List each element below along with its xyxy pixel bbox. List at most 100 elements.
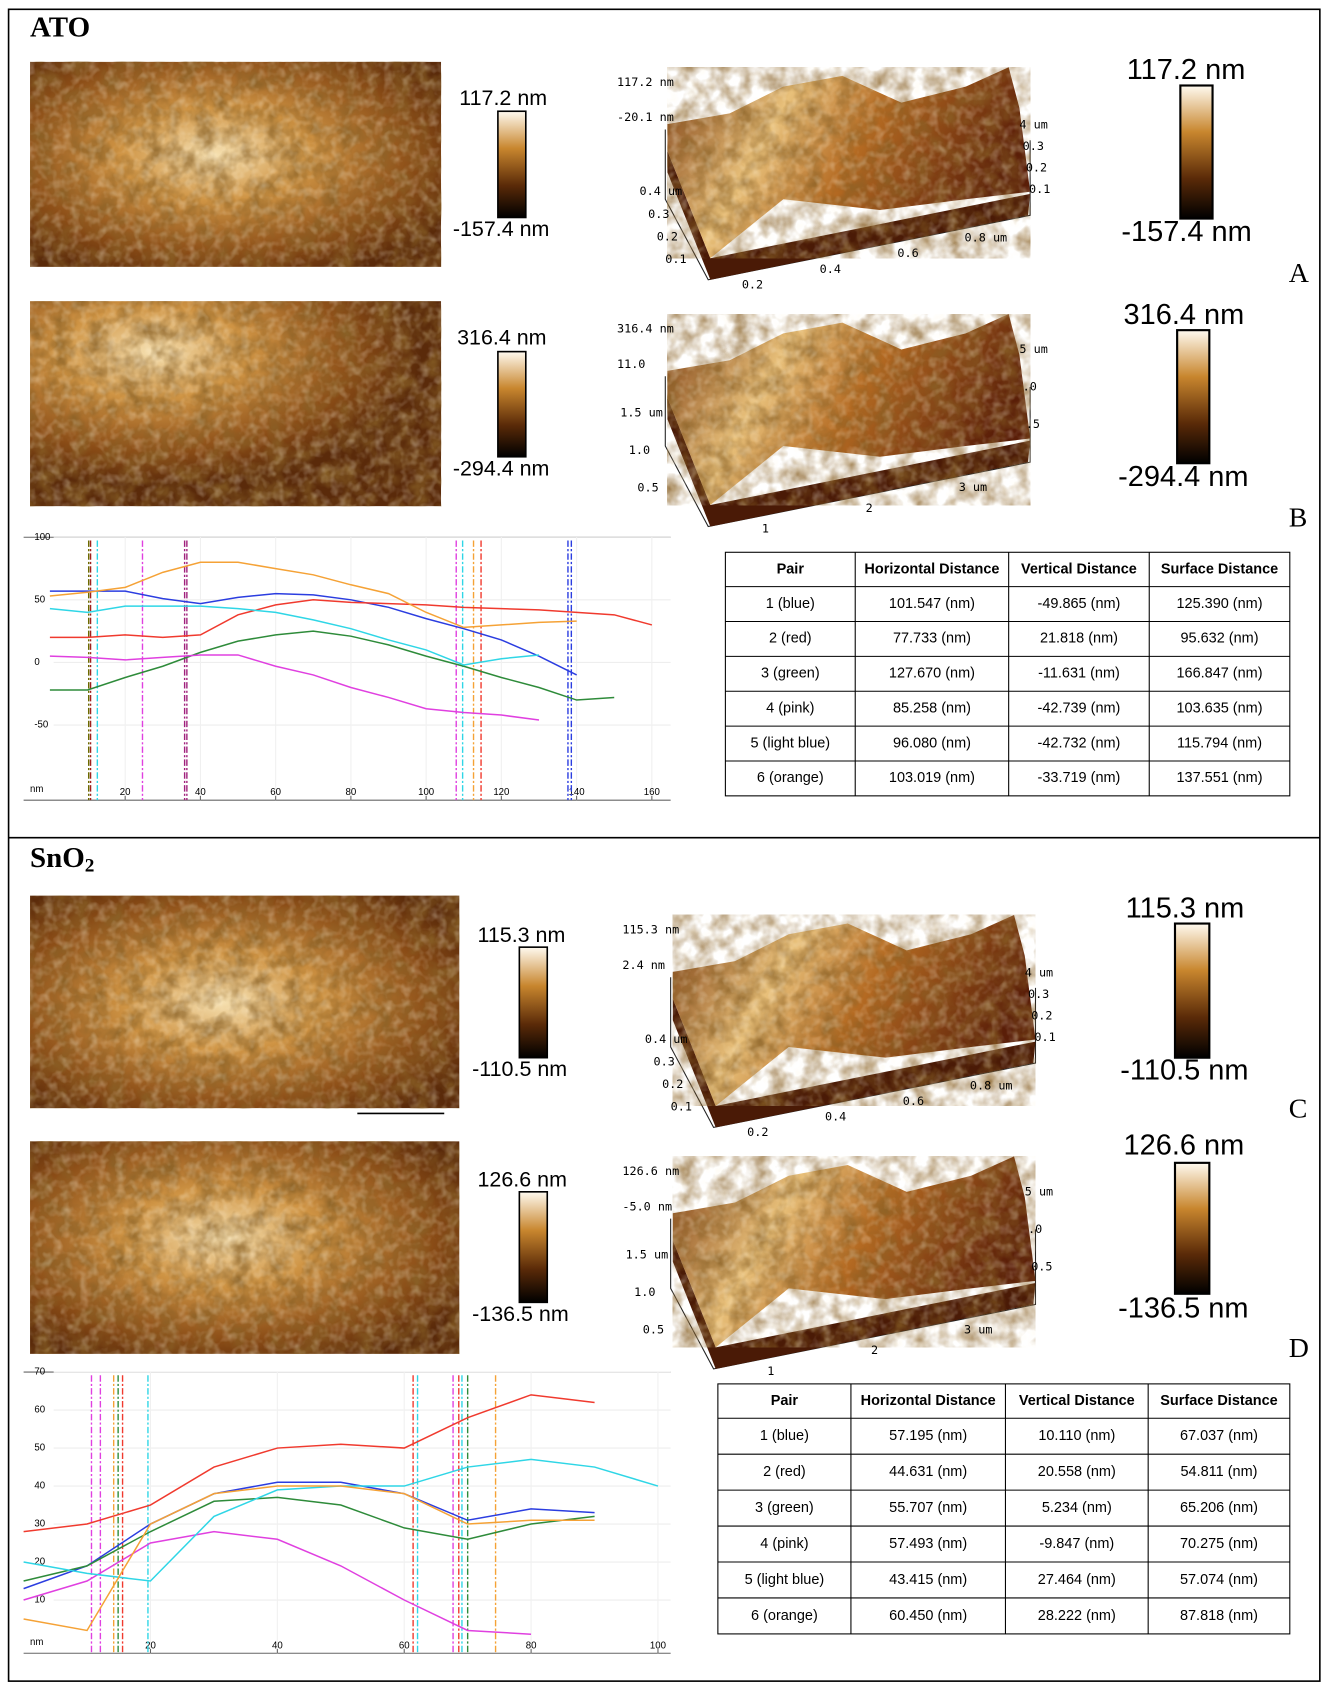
profile-line <box>24 1486 595 1630</box>
table-header-cell: Vertical Distance <box>1019 1393 1135 1409</box>
surface-shine <box>673 915 1036 1106</box>
figure: ATO117.2 nm-157.4 nm117.2 nm-20.1 nm0.4 … <box>0 0 1322 1684</box>
colorbar-min-label: -157.4 nm <box>453 217 550 241</box>
profile-line <box>24 1482 595 1588</box>
x-tick-label: 120 <box>493 787 509 798</box>
afm-height-map <box>30 301 441 506</box>
table-cell: 28.222 (nm) <box>1038 1608 1116 1624</box>
table-cell: 65.206 (nm) <box>1180 1500 1258 1516</box>
surface-x-label: 0.4 <box>825 1109 846 1123</box>
big-colorbar-max-label: 117.2 nm <box>1127 54 1246 86</box>
y-tick-label: 0 <box>34 657 39 668</box>
x-tick-label: 160 <box>644 787 660 798</box>
surface-right-label: .5 <box>1026 417 1040 431</box>
surface-plot: 115.3 nm2.4 nm0.4 um0.30.20.14 um0.30.20… <box>622 915 1055 1139</box>
map-highlights <box>30 301 441 506</box>
surface-plot: 126.6 nm-5.0 nm1.5 um1.00.55 um.00.5123 … <box>622 1156 1053 1377</box>
table-cell: 101.547 (nm) <box>889 596 975 612</box>
table-cell: -42.739 (nm) <box>1038 701 1121 717</box>
table-cell: 44.631 (nm) <box>889 1464 967 1480</box>
surface-right-label: 0.3 <box>1028 987 1049 1001</box>
y-tick-label: 40 <box>34 1481 45 1492</box>
x-tick-label: 20 <box>120 787 131 798</box>
map-highlights <box>30 62 441 267</box>
surface-y-label: 0.5 <box>643 1323 664 1337</box>
y-tick-label: 60 <box>34 1405 45 1416</box>
colorbar <box>498 352 526 457</box>
colorbar-max-label: 117.2 nm <box>459 86 547 110</box>
x-tick-label: 100 <box>650 1640 666 1651</box>
x-tick-label: 100 <box>418 787 434 798</box>
surface-x-label: 1 <box>762 522 769 536</box>
table-cell: 166.847 (nm) <box>1176 666 1262 682</box>
big-colorbar <box>1180 85 1212 218</box>
table-cell: 4 (pink) <box>766 701 814 717</box>
table-cell: 27.464 (nm) <box>1038 1572 1116 1588</box>
surface-z-label: 117.2 nm <box>617 75 674 89</box>
table-header-cell: Vertical Distance <box>1021 561 1137 577</box>
table-cell: 60.450 (nm) <box>889 1608 967 1624</box>
table-cell: -11.631 (nm) <box>1038 666 1120 682</box>
table-cell: 70.275 (nm) <box>1180 1536 1258 1552</box>
surface-z-label: -20.1 nm <box>617 110 674 124</box>
big-colorbar-min-label: -157.4 nm <box>1121 216 1251 248</box>
surface-z-label: 2.4 nm <box>622 958 665 972</box>
x-axis-label: nm <box>30 784 43 795</box>
page: {"panels":[ {"title":"ATO", "rows":[ {"l… <box>0 0 1322 1684</box>
table-header-cell: Surface Distance <box>1160 1393 1277 1409</box>
distance-table: PairHorizontal DistanceVertical Distance… <box>718 1384 1290 1634</box>
table-cell: 85.258 (nm) <box>893 701 971 717</box>
surface-x-label: 1 <box>767 1364 774 1378</box>
surface-right-label: 0.3 <box>1023 139 1044 153</box>
surface-y-label: 0.3 <box>653 1054 674 1068</box>
table-cell: 115.794 (nm) <box>1177 735 1262 751</box>
surface-y-label: 0.5 <box>637 480 658 494</box>
y-tick-label: 100 <box>34 532 50 543</box>
x-tick-label: 60 <box>399 1640 410 1651</box>
panel-title: SnO2 <box>30 842 94 877</box>
surface-right-label: 5 um <box>1025 1184 1053 1198</box>
panel-letter: B <box>1289 502 1308 533</box>
table-cell: 96.080 (nm) <box>893 735 971 751</box>
colorbar-min-label: -136.5 nm <box>472 1302 569 1326</box>
table-cell: 95.632 (nm) <box>1181 631 1259 647</box>
big-colorbar-max-label: 316.4 nm <box>1123 299 1244 331</box>
table-cell: 4 (pink) <box>760 1536 808 1552</box>
x-tick-label: 60 <box>270 787 281 798</box>
surface-z-label: 11.0 <box>617 357 645 371</box>
surface-right-label: 4 um <box>1025 965 1053 979</box>
surface-right-label: 0.5 <box>1031 1259 1052 1273</box>
surface-right-label: 0.1 <box>1029 182 1050 196</box>
panel-letter: C <box>1289 1094 1308 1125</box>
table-cell: 1 (blue) <box>760 1428 809 1444</box>
table-cell: -33.719 (nm) <box>1038 770 1121 786</box>
surface-x-label: 0.6 <box>903 1094 924 1108</box>
surface-right-label: 0.1 <box>1034 1030 1055 1044</box>
surface-z-label: 126.6 nm <box>622 1164 679 1178</box>
afm-height-map <box>30 62 441 267</box>
table-cell: 87.818 (nm) <box>1180 1608 1258 1624</box>
surface-y-label: 0.1 <box>665 252 686 266</box>
afm-height-map <box>30 1141 459 1353</box>
big-colorbar <box>1175 1163 1209 1294</box>
colorbar <box>519 1192 547 1303</box>
table-cell: 43.415 (nm) <box>889 1572 967 1588</box>
table-header-cell: Pair <box>777 561 805 577</box>
surface-x-label: 2 <box>866 501 873 515</box>
table-cell: -42.732 (nm) <box>1038 735 1121 751</box>
profile-line <box>50 631 614 700</box>
colorbar <box>498 111 526 217</box>
big-colorbar-max-label: 126.6 nm <box>1123 1129 1244 1161</box>
table-header-cell: Pair <box>771 1393 799 1409</box>
surface-x-label: 0.8 um <box>965 231 1008 245</box>
panel-letter: A <box>1289 258 1309 289</box>
x-tick-label: 40 <box>195 787 206 798</box>
table-cell: 5 (light blue) <box>745 1572 825 1588</box>
surface-right-label: 0.2 <box>1026 161 1047 175</box>
surface-y-label: 0.4 um <box>640 184 683 198</box>
x-tick-label: 80 <box>346 787 357 798</box>
table-cell: 21.818 (nm) <box>1040 631 1118 647</box>
y-tick-label: 70 <box>34 1367 45 1378</box>
surface-z-label: -5.0 nm <box>622 1199 672 1213</box>
